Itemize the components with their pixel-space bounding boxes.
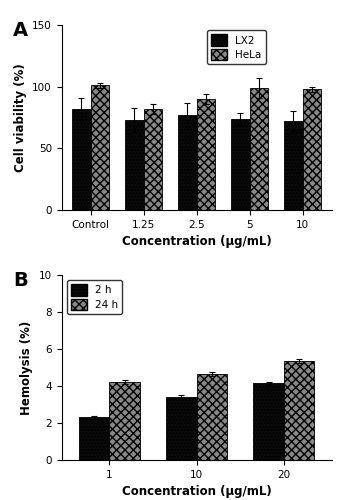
Bar — [231, 119, 250, 210]
Bar — [284, 361, 314, 460]
Bar — [178, 115, 197, 210]
Bar — [109, 382, 140, 460]
Bar — [144, 109, 162, 210]
Bar — [250, 88, 268, 210]
Bar — [197, 99, 215, 210]
Text: B: B — [13, 271, 28, 290]
Bar — [79, 418, 109, 460]
Legend: 2 h, 24 h: 2 h, 24 h — [67, 280, 122, 314]
Text: A: A — [13, 22, 28, 40]
Bar — [166, 397, 197, 460]
Bar — [72, 109, 91, 210]
Bar — [125, 120, 144, 210]
Bar — [197, 374, 227, 460]
X-axis label: Concentration (μg/mL): Concentration (μg/mL) — [122, 486, 272, 498]
Bar — [303, 89, 321, 210]
Bar — [253, 383, 284, 460]
Bar — [284, 122, 303, 210]
X-axis label: Concentration (μg/mL): Concentration (μg/mL) — [122, 236, 272, 248]
Bar — [91, 86, 109, 210]
Y-axis label: Cell viability (%): Cell viability (%) — [14, 63, 27, 172]
Y-axis label: Hemolysis (%): Hemolysis (%) — [20, 320, 33, 414]
Legend: LX2, HeLa: LX2, HeLa — [207, 30, 266, 64]
